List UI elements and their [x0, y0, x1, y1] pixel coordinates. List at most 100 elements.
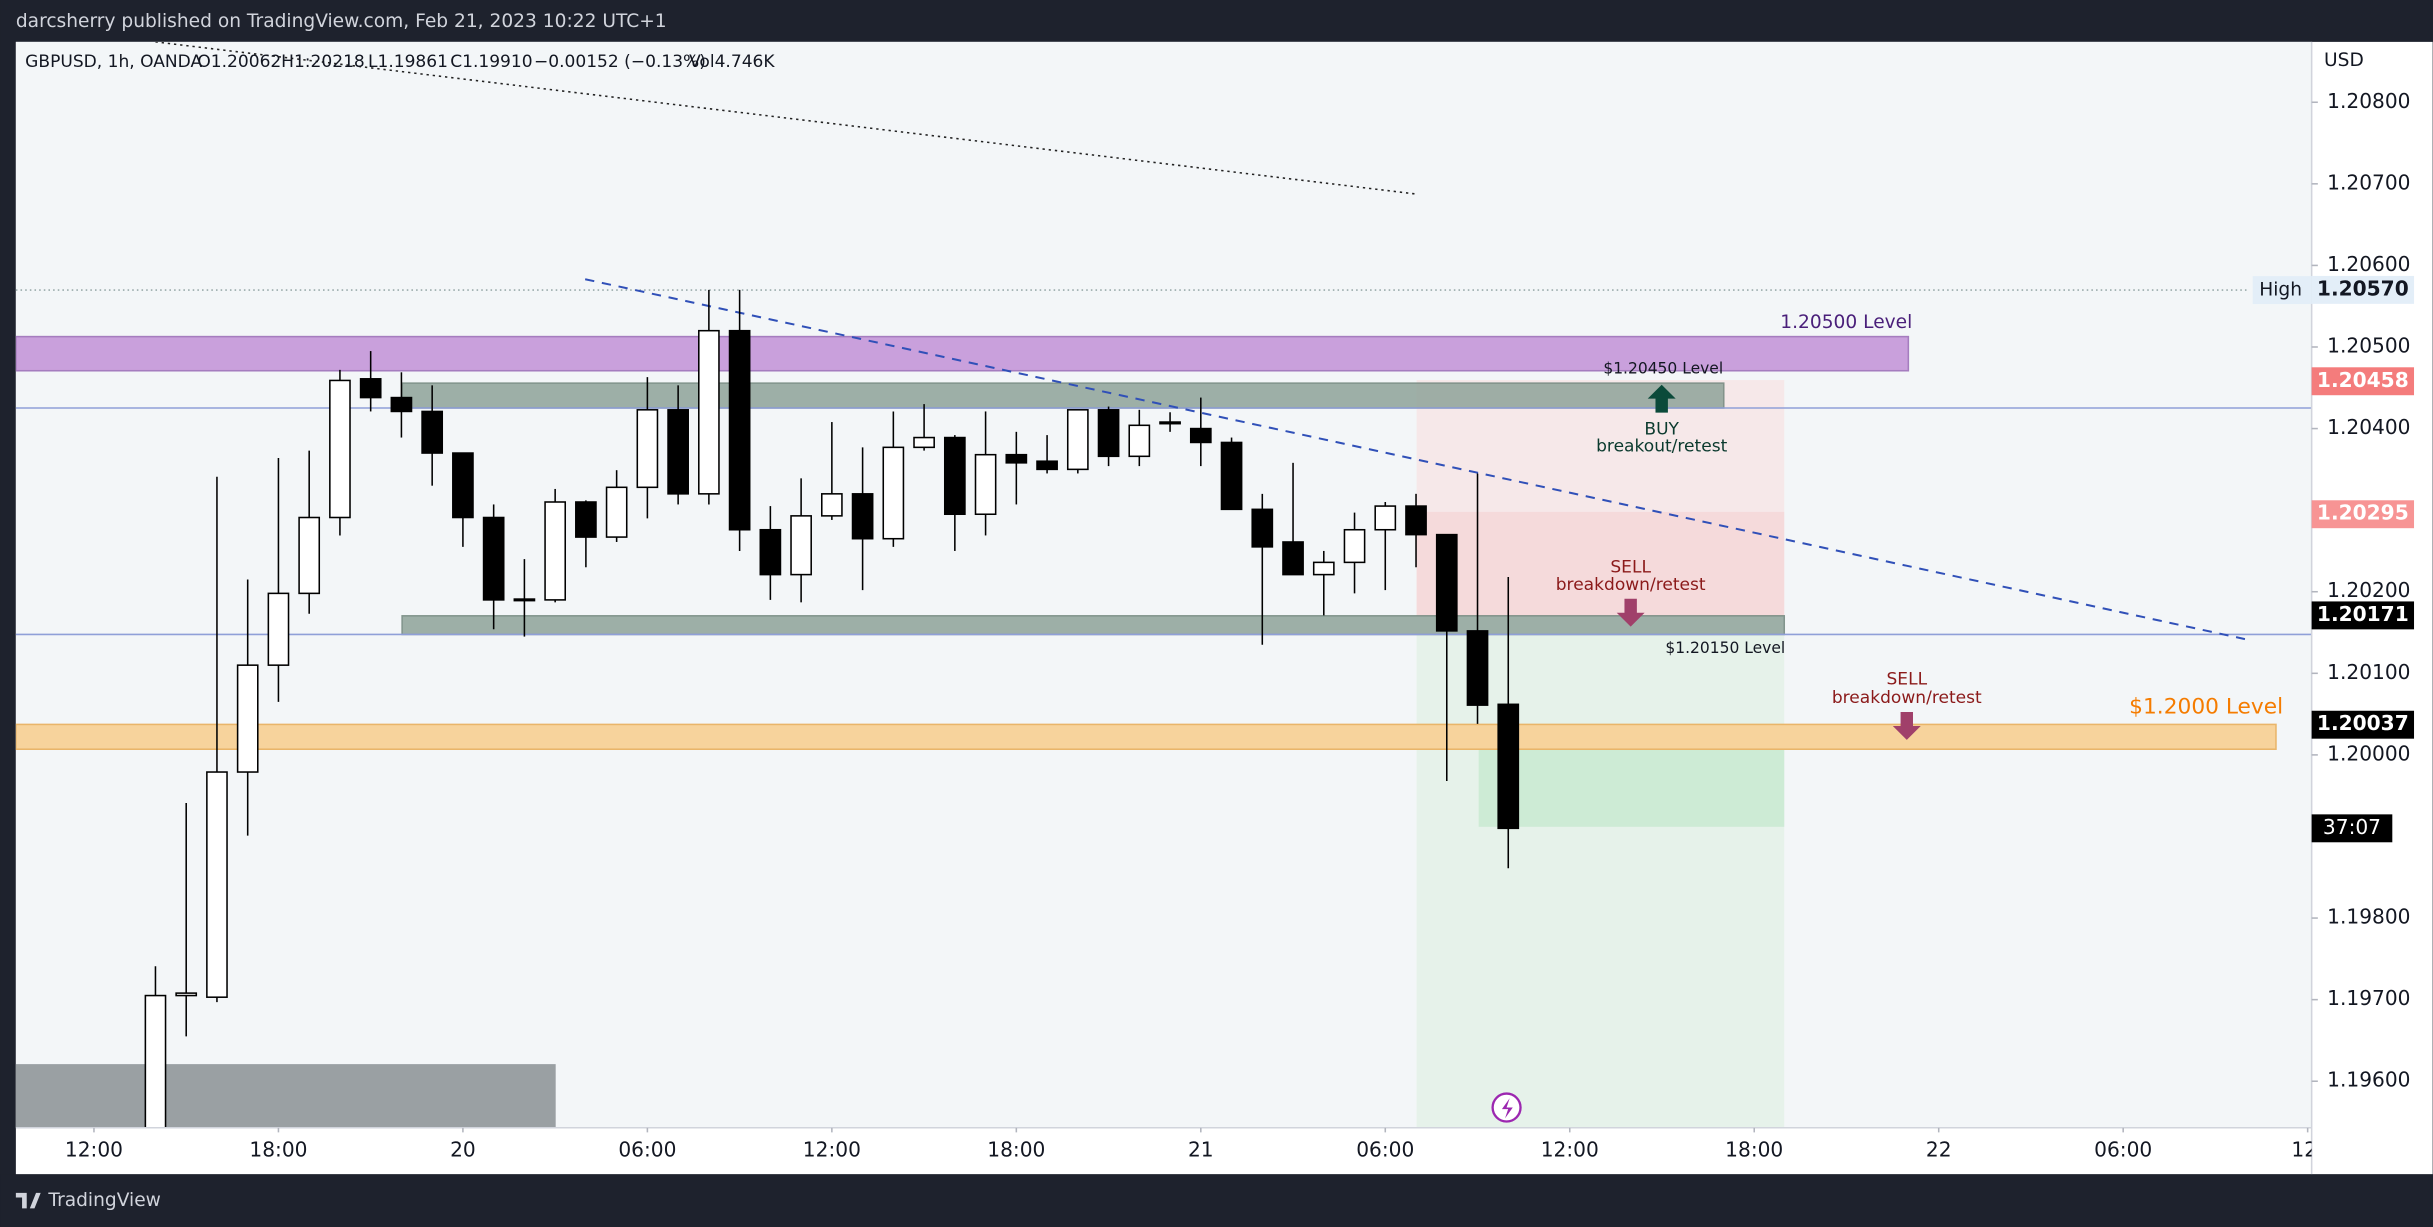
- candle-body: [575, 501, 597, 538]
- ohlc-value: H1:20218: [281, 52, 365, 72]
- high-label-bg: [2252, 276, 2312, 305]
- y-tick-label: 1.20700: [2327, 170, 2410, 194]
- candle-body: [144, 994, 167, 1128]
- dotted-trendline: [155, 41, 1416, 195]
- candle-body: [390, 396, 413, 413]
- candle-body: [1343, 528, 1366, 564]
- x-tick-label: 12:00: [803, 1137, 861, 1161]
- range-bottom-zone: [401, 615, 1786, 636]
- price-label-bg: [2311, 601, 2415, 630]
- countdown: 37:07: [2323, 815, 2381, 839]
- annotation: breakdown/retest: [1832, 688, 1982, 708]
- x-tick-label: 06:00: [2094, 1137, 2152, 1161]
- y-tick-label: 1.19800: [2327, 905, 2410, 929]
- y-tick-label: 1.19700: [2327, 986, 2410, 1010]
- price-label: 1.20570: [2317, 276, 2409, 300]
- ohlc-value: L1.19861: [368, 52, 448, 72]
- sell-arrow: [1616, 598, 1645, 627]
- currency: USD: [2324, 50, 2364, 71]
- footer-bar: [0, 1174, 2433, 1227]
- annotation: BUY: [1644, 420, 1679, 440]
- candle-body: [267, 592, 290, 666]
- price-label: 1.20171: [2317, 602, 2409, 626]
- x-tick-label: 21: [1188, 1137, 1214, 1161]
- y-tick-label: 1.20400: [2327, 415, 2410, 439]
- event-icon-bolt: [1501, 1098, 1513, 1119]
- plot-bg: [15, 41, 2312, 1128]
- target-area: [1478, 749, 1785, 827]
- tv-logo: [15, 1192, 41, 1209]
- price-label-bg: [2311, 710, 2415, 739]
- candle-body: [359, 378, 382, 399]
- candle-body: [667, 409, 689, 495]
- x-tick-label: 06:00: [618, 1137, 676, 1161]
- candle-body: [1282, 541, 1304, 576]
- price-label-bg: [2311, 275, 2415, 304]
- countdown-bg: [2311, 814, 2393, 843]
- publisher-header: darcsherry published on TradingView.com,…: [16, 11, 667, 32]
- x-tick-label: 22: [1926, 1137, 1952, 1161]
- annotation: $1.20150 Level: [1665, 639, 1785, 657]
- candle-body: [1066, 409, 1089, 471]
- candle-body: [728, 329, 751, 531]
- candle-body: [1405, 505, 1427, 536]
- candle-body: [206, 771, 228, 998]
- candle-body: [452, 452, 474, 519]
- candle-body: [821, 493, 843, 517]
- x-tick-label: 18:00: [987, 1137, 1045, 1161]
- annotation: breakout/retest: [1596, 437, 1727, 457]
- ohlc-value: −0.00152 (−0.13%): [534, 52, 706, 72]
- ohlc-legend: O1.20062 H1:20218 L1.19861 C1.19910 −0.00152…: [197, 52, 775, 72]
- range-top-zone: [401, 382, 1725, 409]
- candle-body: [913, 436, 935, 449]
- y-tick-label: 1.20500: [2327, 333, 2410, 357]
- x-tick-label: 12:: [2291, 1137, 2323, 1161]
- level-zone-orange: [15, 723, 2277, 751]
- footer-brand: TradingView: [47, 1190, 160, 1211]
- annotation: 1.20500 Level: [1780, 312, 1912, 333]
- candle-body: [1159, 421, 1181, 425]
- annotation: $1.2000 Level: [2129, 694, 2283, 719]
- candle-body: [882, 446, 905, 540]
- annotation: breakdown/retest: [1556, 575, 1706, 595]
- short-target-zone: [1416, 634, 1785, 1128]
- high-label: High: [2259, 280, 2302, 301]
- candle-body: [298, 516, 321, 595]
- sell-arrow: [1892, 712, 1921, 740]
- candle-body: [513, 598, 536, 602]
- candles: [144, 289, 1520, 1128]
- drawings: [15, 41, 2312, 1128]
- price-label-bg: [2311, 500, 2415, 529]
- candle-body: [636, 409, 659, 489]
- candle-body: [544, 501, 567, 601]
- price-label: 1.20037: [2317, 711, 2409, 735]
- candle-body: [1097, 409, 1120, 458]
- price-label: 1.20295: [2317, 501, 2409, 525]
- price-label: 1.20458: [2317, 368, 2409, 392]
- y-tick-label: 1.20000: [2327, 741, 2410, 765]
- candle-body: [1220, 441, 1243, 511]
- annotation: SELL: [1886, 669, 1927, 689]
- candle-body: [1497, 703, 1520, 830]
- candle-body: [482, 516, 505, 601]
- y-tick-label: 1.20600: [2327, 252, 2410, 276]
- short-stop-zone: [1416, 511, 1785, 616]
- candle-body: [851, 493, 874, 540]
- candle-body: [1189, 427, 1212, 444]
- candle-body: [1128, 424, 1151, 458]
- x-tick-label: 18:00: [1725, 1137, 1783, 1161]
- candle-body: [1374, 505, 1397, 531]
- symbol: GBPUSD, 1h, OANDA: [25, 52, 202, 72]
- candle-body: [1435, 533, 1458, 632]
- annotation: $1.20450 Level: [1603, 360, 1723, 378]
- candle-body: [759, 528, 782, 576]
- x-tick-label: 12:00: [65, 1137, 123, 1161]
- level-zone-purple: [15, 335, 1910, 372]
- candle-body: [605, 486, 628, 538]
- candle-body: [1005, 453, 1028, 464]
- ohlc-value: C1.19910: [450, 52, 532, 72]
- x-tick-label: 12:00: [1541, 1137, 1599, 1161]
- x-tick-label: 20: [450, 1137, 476, 1161]
